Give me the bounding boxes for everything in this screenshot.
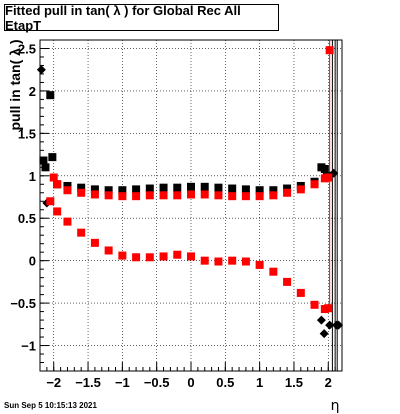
- data-point: [324, 304, 333, 313]
- data-point: [228, 256, 237, 265]
- data-point: [228, 192, 237, 201]
- axis-ticks: −2 −1.5 −1 −0.5 0 0.5 1 1.5 2 −1 −0.5 0 0.5 1 1.5 2 2.5: [10, 39, 343, 390]
- x-tick-label: −0.5: [144, 375, 170, 390]
- data-point: [63, 181, 72, 190]
- y-axis-label: pull in tan( λ ): [7, 40, 23, 131]
- data-point: [118, 251, 127, 260]
- x-tick-label: −2: [46, 375, 61, 390]
- data-point: [255, 260, 264, 269]
- data-point: [269, 267, 278, 276]
- data-point: [200, 256, 209, 265]
- data-point: [104, 186, 113, 195]
- data-point: [283, 188, 292, 197]
- x-tick-label: 0: [187, 375, 194, 390]
- data-point: [187, 182, 195, 191]
- data-point: [325, 46, 334, 55]
- data-point: [53, 207, 62, 216]
- data-point: [48, 153, 57, 162]
- data-point: [241, 257, 250, 266]
- y-tick-label: 2.5: [18, 41, 36, 56]
- data-point: [241, 185, 250, 194]
- data-point: [228, 184, 237, 193]
- y-tick-label: 2: [29, 84, 36, 99]
- data-point: [49, 173, 58, 182]
- data-point: [104, 191, 113, 200]
- data-point: [187, 190, 195, 199]
- data-point: [118, 192, 127, 201]
- data-point: [90, 190, 99, 199]
- chart-title: Fitted pull in tan( λ ) for Global Rec A…: [4, 3, 279, 33]
- data-points: [36, 46, 344, 339]
- x-tick-label: 1.5: [285, 375, 303, 390]
- data-point: [36, 65, 46, 75]
- data-point: [46, 91, 55, 100]
- x-tick-label: 0.5: [216, 375, 234, 390]
- data-point: [310, 180, 319, 189]
- y-tick-label: 1: [29, 169, 36, 184]
- data-point: [77, 183, 86, 192]
- data-point: [214, 191, 223, 200]
- data-point: [310, 300, 319, 309]
- red-error-bars: [329, 40, 338, 371]
- data-point: [159, 183, 168, 192]
- data-point: [269, 191, 278, 200]
- data-point: [53, 180, 62, 189]
- data-point: [296, 185, 305, 194]
- data-point: [255, 192, 264, 201]
- data-point: [145, 184, 154, 193]
- data-point: [173, 191, 182, 200]
- data-point: [324, 173, 333, 182]
- x-tick-label: 2: [325, 375, 332, 390]
- x-tick-label: −1: [115, 375, 130, 390]
- y-tick-label: 0: [29, 254, 36, 269]
- data-point: [296, 288, 305, 297]
- data-point: [325, 320, 335, 330]
- data-point: [200, 190, 209, 199]
- data-point: [90, 238, 99, 247]
- data-point: [319, 329, 329, 339]
- data-point: [320, 165, 329, 174]
- data-point: [132, 185, 141, 194]
- y-tick-label: 1.5: [18, 126, 36, 141]
- data-point: [77, 228, 86, 237]
- y-tick-label: −1: [21, 339, 36, 354]
- data-point: [200, 182, 209, 191]
- data-point: [173, 183, 182, 192]
- grid-lines: [40, 40, 342, 371]
- data-point: [173, 250, 182, 259]
- y-tick-label: −0.5: [10, 296, 36, 311]
- data-point: [39, 156, 48, 165]
- data-point: [159, 191, 168, 200]
- data-point: [63, 217, 72, 226]
- data-point: [145, 191, 154, 200]
- data-point: [159, 252, 168, 261]
- data-point: [104, 246, 113, 255]
- data-point: [214, 257, 223, 266]
- data-point: [334, 320, 344, 330]
- x-tick-label: 1: [256, 375, 263, 390]
- data-point: [241, 192, 250, 201]
- data-point: [132, 253, 141, 262]
- data-point: [187, 252, 195, 261]
- data-point: [145, 253, 154, 262]
- data-point: [41, 163, 50, 172]
- data-point: [46, 197, 55, 206]
- data-point: [77, 188, 86, 197]
- data-point: [316, 315, 326, 325]
- data-point: [132, 192, 141, 201]
- data-point: [118, 186, 127, 195]
- y-tick-label: 0.5: [18, 211, 36, 226]
- timestamp: Sun Sep 5 10:15:13 2021: [4, 401, 97, 410]
- x-tick-label: −1.5: [75, 375, 101, 390]
- data-point: [283, 184, 292, 193]
- x-axis-label: η: [331, 398, 340, 414]
- data-point: [214, 183, 223, 192]
- data-point: [255, 186, 264, 195]
- data-point: [63, 186, 72, 195]
- data-point: [90, 185, 99, 194]
- data-point: [283, 277, 292, 286]
- data-point: [269, 186, 278, 195]
